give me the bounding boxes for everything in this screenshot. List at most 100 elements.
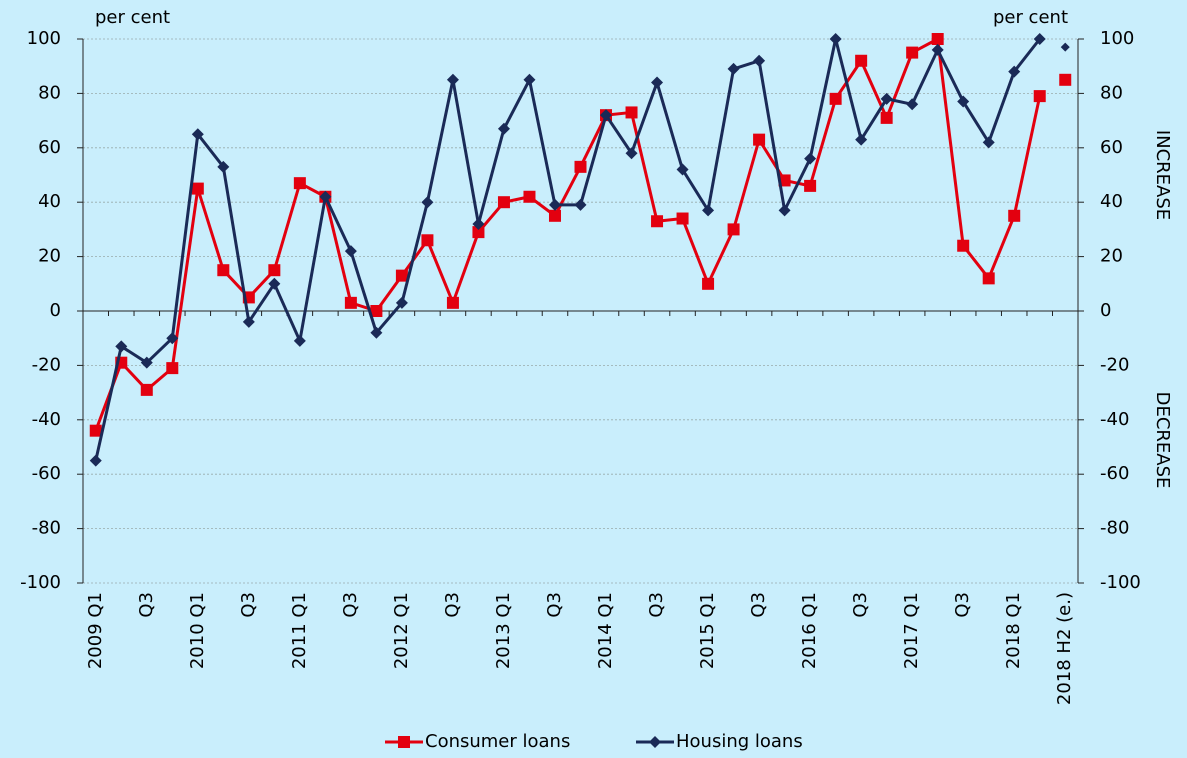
series-line [681, 217, 710, 285]
marker [727, 223, 740, 236]
y-tick-label: 20 [38, 246, 61, 267]
x-tick-label: Q3 [544, 592, 565, 618]
series-line [324, 196, 353, 252]
marker [395, 296, 408, 309]
series-line [885, 52, 914, 119]
series-line [145, 337, 174, 364]
x-tick-label: 2012 Q1 [391, 592, 412, 669]
x-tick-label: Q3 [238, 592, 259, 618]
series-line [323, 196, 353, 304]
marker [523, 190, 536, 203]
series-line [757, 60, 787, 211]
series-line [272, 182, 302, 271]
marker [293, 334, 306, 347]
y2-tick-label: -100 [1100, 572, 1141, 593]
marker [804, 152, 817, 165]
series-line [170, 134, 200, 339]
series-line [528, 79, 557, 206]
x-tick-label: 2010 Q1 [187, 592, 208, 669]
series-line [936, 49, 965, 103]
y2-tick-label: 100 [1100, 28, 1134, 49]
marker [344, 296, 357, 309]
marker [115, 340, 128, 353]
marker [268, 277, 281, 290]
y-axis-label: per cent [95, 7, 170, 28]
marker [1059, 73, 1072, 86]
annotation: DECREASE [1152, 392, 1173, 489]
marker [293, 177, 306, 190]
series-line [783, 158, 812, 212]
marker [1033, 90, 1046, 103]
series-line [120, 345, 148, 364]
x-tick-label: 2017 Q1 [901, 592, 922, 669]
marker [957, 239, 970, 252]
series-line [476, 128, 506, 225]
y-tick-label: -100 [20, 572, 61, 593]
series-line [375, 301, 404, 334]
x-tick-label: Q3 [748, 592, 769, 618]
marker [497, 122, 510, 135]
series-line [298, 196, 327, 342]
y-tick-label: 100 [27, 28, 61, 49]
series-line [808, 38, 838, 159]
y-tick-label: -80 [32, 518, 61, 539]
marker [906, 46, 919, 59]
y2-axis-label: per cent [993, 7, 1068, 28]
marker [395, 269, 408, 282]
x-tick-label: 2015 Q1 [697, 592, 718, 669]
marker [625, 106, 638, 119]
marker [982, 136, 995, 149]
marker [191, 128, 204, 141]
series-line [936, 38, 965, 246]
marker [676, 163, 689, 176]
series-line [170, 188, 200, 369]
y2-tick-label: 0 [1100, 300, 1111, 321]
series-line [502, 79, 531, 130]
series-line [681, 168, 710, 212]
series-line [196, 133, 225, 168]
y-tick-label: 60 [38, 137, 61, 158]
x-tick-label: Q3 [952, 592, 973, 618]
x-tick-label: 2014 Q1 [595, 592, 616, 669]
series-line [987, 71, 1016, 143]
marker [446, 73, 459, 86]
series-line [94, 346, 123, 461]
marker [446, 296, 459, 309]
series-line [834, 38, 863, 141]
series-line [910, 49, 940, 105]
marker [880, 92, 893, 105]
y2-tick-label: -20 [1100, 354, 1129, 375]
marker [702, 204, 715, 217]
x-tick-label: 2013 Q1 [493, 592, 514, 669]
marker [268, 264, 281, 277]
series-line [834, 59, 863, 100]
series-line [196, 188, 225, 271]
marker [676, 212, 689, 225]
series-line [961, 100, 990, 144]
marker [931, 43, 944, 56]
series-line [655, 82, 684, 170]
marker [957, 95, 970, 108]
legend-marker [649, 736, 661, 748]
marker [319, 190, 332, 203]
series-line [425, 79, 455, 203]
y-tick-label: 0 [50, 300, 61, 321]
marker [625, 147, 638, 160]
series-line [987, 215, 1016, 279]
series-line [426, 239, 455, 304]
legend-label: Consumer loans [425, 731, 570, 752]
marker [166, 362, 179, 375]
marker [880, 111, 893, 124]
y2-tick-label: -60 [1100, 463, 1129, 484]
marker [548, 198, 561, 211]
series-line [221, 166, 251, 323]
marker [651, 76, 664, 89]
marker [574, 160, 587, 173]
series-line [272, 283, 302, 342]
y-tick-label: 80 [38, 82, 61, 103]
y2-tick-label: 40 [1100, 191, 1123, 212]
marker [472, 217, 485, 230]
marker [140, 383, 153, 396]
series-line [247, 282, 276, 323]
marker [89, 424, 102, 437]
